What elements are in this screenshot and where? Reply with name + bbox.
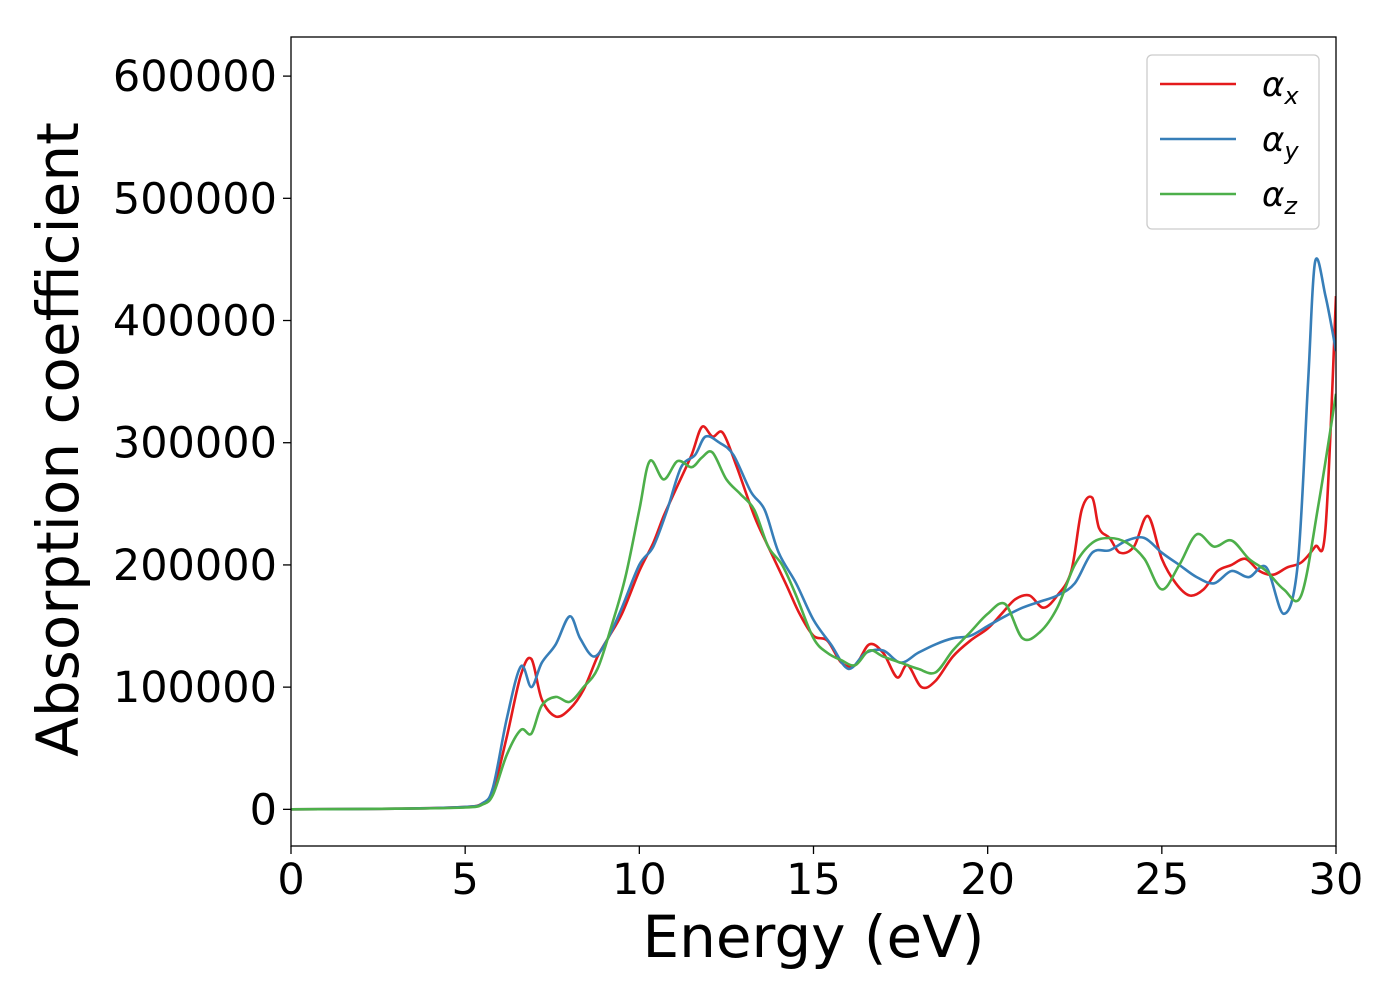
- legend-label-z: αz: [1262, 175, 1298, 220]
- x-tick-label: 30: [1309, 855, 1364, 905]
- y-tick-label: 100000: [113, 663, 277, 713]
- series-lines: [291, 257, 1336, 811]
- x-tick-label: 5: [451, 855, 478, 905]
- legend-box: [1146, 54, 1320, 230]
- y-axis-label: Absorption coefficient: [24, 122, 92, 757]
- legend-label-x: αx: [1262, 65, 1299, 110]
- legend: αx αy αz: [1146, 54, 1320, 230]
- x-axis-label: Energy (eV): [642, 903, 984, 971]
- series-line-z: [291, 393, 1336, 811]
- y-tick-label: 500000: [113, 174, 277, 224]
- x-tick-label: 25: [1134, 855, 1189, 905]
- x-tick-label: 15: [786, 855, 841, 905]
- x-tick-label: 0: [277, 855, 304, 905]
- y-tick-label: 400000: [113, 297, 277, 347]
- y-tick-label: 600000: [113, 52, 277, 102]
- legend-label-y: αy: [1262, 120, 1299, 165]
- y-tick-label: 0: [250, 785, 277, 835]
- y-tick-label: 300000: [113, 419, 277, 469]
- y-tick-label: 200000: [113, 541, 277, 591]
- x-axis: 0 5 10 15 20 25 30: [277, 846, 1363, 905]
- x-tick-label: 20: [960, 855, 1015, 905]
- x-tick-label: 10: [612, 855, 667, 905]
- series-line-x: [291, 296, 1336, 811]
- y-axis: 0 100000 200000 300000 400000 500000 600000: [113, 52, 291, 835]
